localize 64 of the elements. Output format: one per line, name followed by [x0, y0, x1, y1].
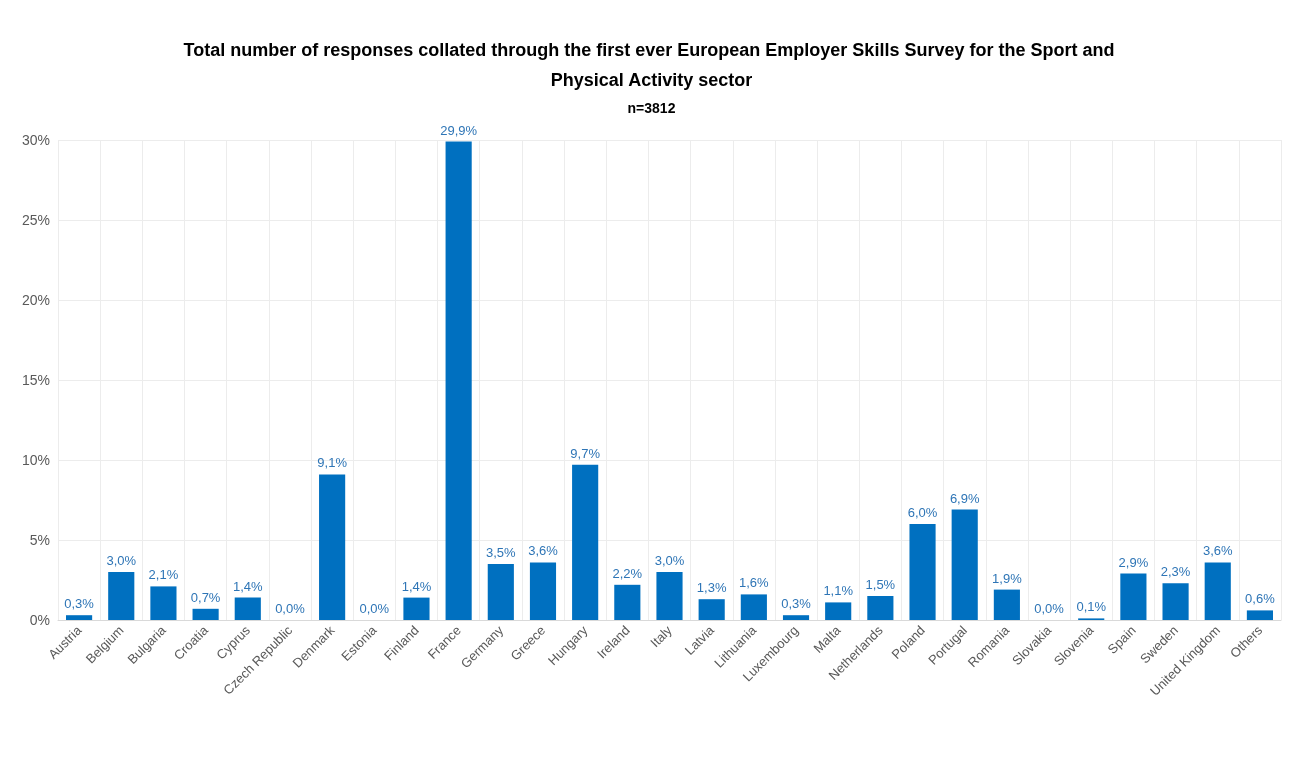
- bar: [1204, 562, 1231, 620]
- data-label: 0,6%: [1245, 591, 1276, 607]
- data-label: 2,9%: [1118, 554, 1149, 570]
- bar: [150, 586, 177, 620]
- chart-subtitle: n=3812: [627, 100, 676, 116]
- bar: [1120, 573, 1147, 620]
- data-label: 29,9%: [440, 122, 478, 138]
- data-label: 3,0%: [106, 553, 137, 568]
- bar: [782, 615, 810, 620]
- bar: [656, 572, 683, 620]
- data-label: 0,1%: [1076, 599, 1107, 615]
- data-label: 3,0%: [654, 553, 685, 568]
- data-label: 2,2%: [612, 565, 643, 581]
- data-label: 2,3%: [1160, 564, 1191, 580]
- bar: [108, 572, 135, 620]
- bar: [445, 141, 472, 620]
- data-label: 1,4%: [401, 578, 432, 594]
- bar: [572, 464, 599, 620]
- y-tick-label: 0%: [29, 612, 50, 628]
- data-label: 1,6%: [739, 575, 770, 591]
- bar: [403, 597, 430, 620]
- bar: [993, 589, 1020, 620]
- data-label: 0,0%: [359, 601, 390, 616]
- bar: [614, 584, 641, 620]
- data-label: 0,0%: [275, 601, 306, 616]
- x-tick-label: Italy: [647, 622, 676, 651]
- data-label: 0,3%: [64, 596, 95, 612]
- bar: [529, 562, 557, 620]
- data-label: 9,1%: [317, 455, 348, 471]
- data-label: 3,6%: [528, 543, 559, 559]
- bar: [487, 564, 514, 620]
- y-tick-label: 25%: [21, 212, 50, 228]
- bar: [192, 608, 219, 620]
- bar: [234, 597, 261, 620]
- data-label: 2,1%: [148, 567, 179, 583]
- y-tick-label: 20%: [21, 292, 50, 308]
- data-label: 0,7%: [190, 589, 221, 605]
- data-label: 6,9%: [949, 490, 980, 506]
- y-tick-label: 30%: [21, 132, 50, 148]
- data-label: 6,0%: [907, 505, 938, 520]
- bar: [740, 594, 767, 620]
- data-label: 0,3%: [781, 596, 812, 612]
- bar: [867, 596, 894, 620]
- bar: [951, 509, 978, 620]
- data-label: 3,5%: [485, 545, 517, 560]
- data-label: 9,7%: [570, 445, 601, 461]
- bar: [1162, 583, 1189, 620]
- bar: [698, 599, 725, 620]
- bar: [66, 615, 93, 620]
- bar: [825, 602, 852, 620]
- data-label: 1,1%: [823, 583, 854, 599]
- data-label: 1,5%: [865, 577, 896, 592]
- y-tick-label: 10%: [21, 452, 50, 468]
- data-label: 3,6%: [1202, 543, 1233, 559]
- bar: [319, 474, 346, 620]
- y-tick-label: 5%: [29, 532, 50, 548]
- bar: [1246, 610, 1273, 620]
- data-label: 1,4%: [232, 578, 264, 594]
- y-tick-label: 15%: [21, 372, 50, 388]
- data-label: 1,3%: [696, 580, 727, 596]
- data-label: 0,0%: [1034, 601, 1065, 616]
- bar: [909, 524, 936, 620]
- data-label: 1,9%: [992, 570, 1023, 586]
- chart-title: Total number of responses collated through the first ever European Employer Skills Survey for the Sport and Physical Activity sector: [183, 40, 1120, 90]
